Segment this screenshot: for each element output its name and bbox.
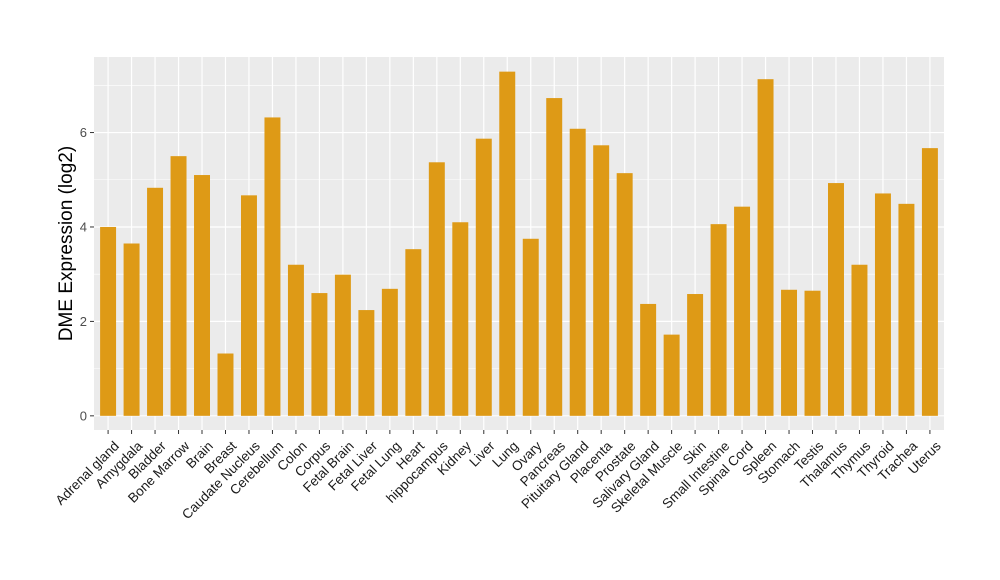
y-axis-title: DME Expression (log2) — [56, 146, 77, 341]
bar — [734, 206, 751, 416]
y-tick-label: 0 — [80, 408, 87, 423]
y-tick-label: 6 — [80, 125, 87, 140]
bar — [123, 243, 140, 416]
bar — [593, 145, 610, 416]
bars-group — [100, 71, 938, 416]
bar — [687, 294, 704, 416]
bar — [287, 264, 304, 416]
bar — [546, 98, 563, 416]
bar — [428, 162, 445, 416]
bar — [217, 353, 234, 416]
bar — [358, 310, 375, 416]
bar — [475, 138, 492, 416]
bar — [522, 238, 539, 416]
bar — [499, 71, 516, 416]
plot-panel — [94, 57, 944, 430]
bar — [381, 288, 398, 416]
bar — [804, 290, 821, 416]
bar — [710, 224, 727, 416]
bar — [874, 193, 891, 416]
bar — [147, 187, 164, 416]
minor-gridlines — [94, 85, 944, 369]
bar — [616, 173, 633, 416]
bar — [921, 148, 938, 416]
bar — [452, 222, 469, 416]
bar — [898, 203, 915, 416]
bar — [569, 128, 586, 416]
bar — [170, 156, 187, 416]
bar — [851, 264, 868, 416]
bar — [264, 117, 281, 416]
bar — [334, 274, 351, 416]
bar — [100, 226, 117, 416]
y-axis: 0 2 4 6 — [80, 125, 94, 423]
y-tick-label: 4 — [80, 219, 87, 234]
bar — [194, 175, 210, 416]
bar — [757, 79, 774, 416]
bar — [640, 303, 657, 416]
bar — [311, 293, 328, 416]
bar — [781, 289, 798, 416]
bar — [828, 183, 844, 416]
bar — [663, 334, 680, 416]
bar — [405, 249, 422, 416]
bar — [240, 195, 257, 416]
y-tick-label: 2 — [80, 314, 87, 329]
